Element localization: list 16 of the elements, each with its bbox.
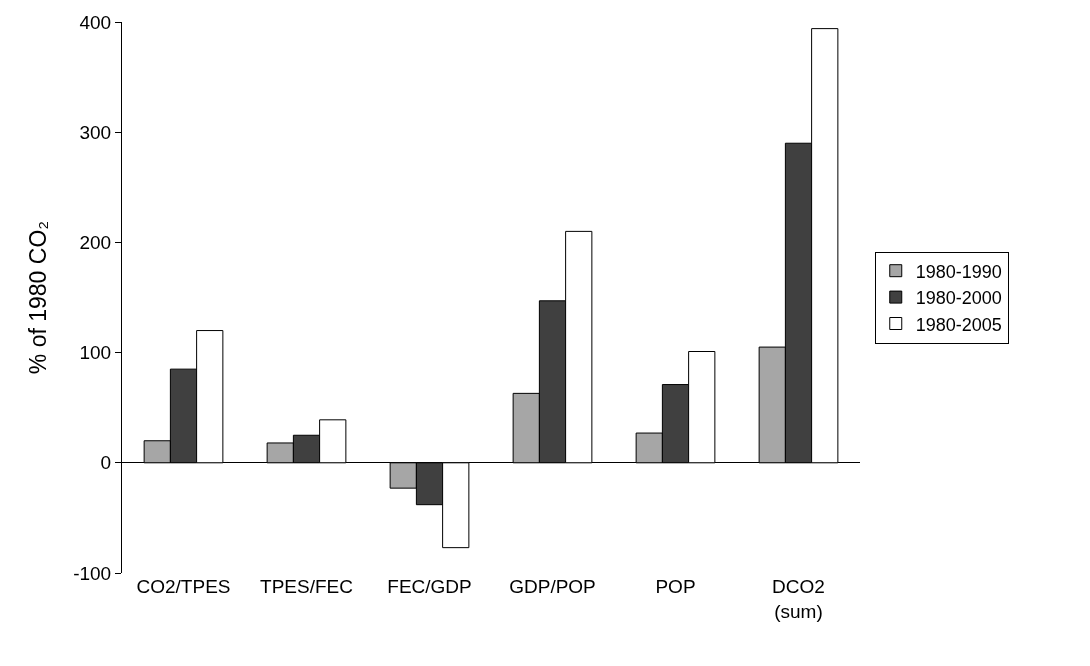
- x-tick-label: DCO2 (sum): [772, 576, 825, 622]
- x-tick-label: CO2/TPES: [136, 576, 231, 597]
- x-tick-label: GDP/POP: [509, 576, 596, 597]
- x-tick-label: POP: [655, 576, 696, 597]
- y-tick-label: 400: [79, 11, 112, 33]
- y-tick-label: 200: [79, 232, 112, 254]
- y-tick-label: 100: [79, 342, 112, 364]
- legend-label: 1980-2005: [915, 314, 1002, 335]
- y-tick-label: -100: [73, 562, 112, 584]
- x-tick-label: FEC/GDP: [387, 576, 472, 597]
- y-tick-label: 0: [100, 452, 112, 474]
- x-tick-label: TPES/FEC: [260, 576, 353, 597]
- legend-label: 1980-1990: [915, 261, 1002, 282]
- y-tick-label: 300: [79, 121, 112, 143]
- y-axis-title: % of 1980 CO₂: [24, 220, 51, 375]
- legend-label: 1980-2000: [915, 288, 1002, 309]
